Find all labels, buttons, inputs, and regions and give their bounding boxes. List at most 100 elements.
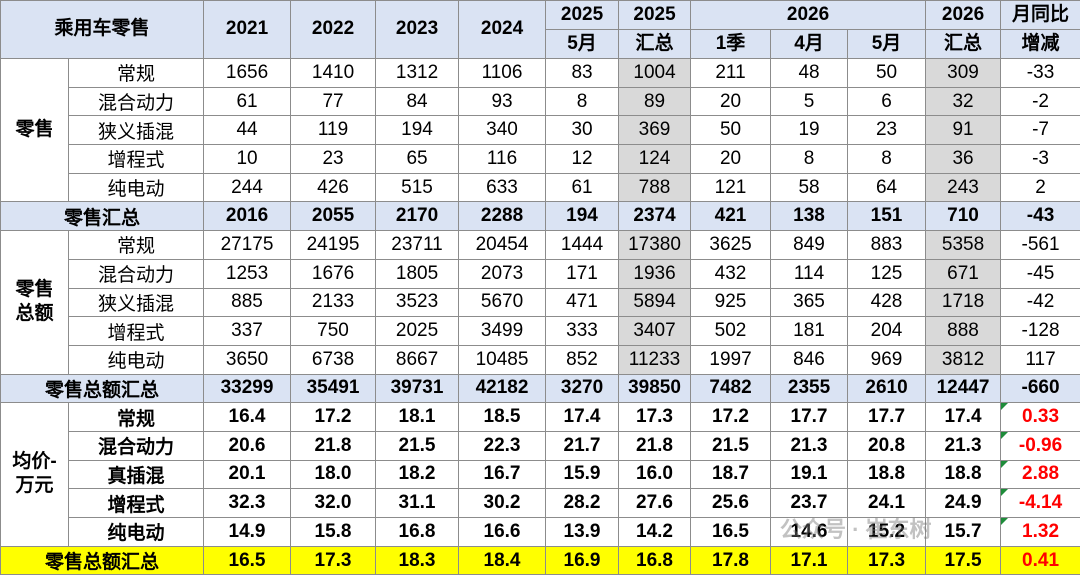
cell: 3499 bbox=[458, 316, 547, 346]
cell: 2133 bbox=[290, 287, 377, 318]
row-label: 真插混 bbox=[67, 459, 205, 490]
cell: 114 bbox=[770, 258, 849, 289]
cell: 1.32 bbox=[1000, 517, 1080, 547]
total-cell: 194 bbox=[545, 201, 620, 232]
cell: 16.6 bbox=[458, 517, 547, 547]
cell: 13.9 bbox=[545, 517, 620, 547]
total-cell: 39731 bbox=[375, 373, 460, 404]
cell: 21.3 bbox=[925, 430, 1002, 461]
cell: 83 bbox=[545, 58, 620, 88]
group-label-text: 零售总额 bbox=[15, 278, 54, 325]
total-cell: 16.9 bbox=[545, 545, 620, 575]
cell: 337 bbox=[203, 316, 292, 346]
cell: 36 bbox=[925, 144, 1002, 174]
cell: 1656 bbox=[203, 58, 292, 88]
header-row: 5月 汇总 1季 4月 5月 汇总 增减 bbox=[1, 29, 1080, 59]
data-row: 增程式 32.3 32.0 31.1 30.2 28.2 27.6 25.6 23.7 24.1 2… bbox=[1, 488, 1080, 518]
cell: 24195 bbox=[290, 230, 377, 260]
cell: 8 bbox=[770, 144, 849, 174]
cell: 244 bbox=[203, 172, 292, 203]
cell: 515 bbox=[375, 172, 460, 203]
cell: 50 bbox=[847, 58, 927, 88]
data-row: 增程式 337 750 2025 3499 333 3407 502 181 204 888 -128 bbox=[1, 316, 1080, 346]
row-label: 增程式 bbox=[67, 316, 205, 346]
total-cell: 3270 bbox=[545, 373, 620, 404]
cell: 1936 bbox=[618, 258, 692, 289]
cell: 18.0 bbox=[290, 459, 377, 490]
group-label: 零售总额 bbox=[0, 230, 69, 375]
group-label-text: 零售 bbox=[15, 118, 54, 140]
cell: -3 bbox=[1000, 144, 1080, 174]
cell: 20.1 bbox=[203, 459, 292, 490]
cell: -0.96 bbox=[1000, 430, 1080, 461]
cell: 65 bbox=[375, 144, 460, 174]
cell: 32.3 bbox=[203, 488, 292, 518]
cell: 17.4 bbox=[545, 402, 620, 432]
cell: 15.7 bbox=[925, 517, 1002, 547]
cell: 28.2 bbox=[545, 488, 620, 518]
cell: 14.2 bbox=[618, 517, 692, 547]
total-cell: -43 bbox=[1000, 201, 1080, 232]
cell: 10 bbox=[203, 144, 292, 174]
cell: 17380 bbox=[618, 230, 692, 260]
cell: 849 bbox=[770, 230, 849, 260]
cell: 171 bbox=[545, 258, 620, 289]
cell: 116 bbox=[458, 144, 547, 174]
total-cell: 0.41 bbox=[1000, 545, 1080, 575]
total-label: 零售汇总 bbox=[0, 201, 205, 232]
total-cell: 2374 bbox=[618, 201, 692, 232]
cell: 21.7 bbox=[545, 430, 620, 461]
header-period: 月同比 bbox=[1000, 0, 1080, 30]
row-label: 混合动力 bbox=[67, 86, 205, 117]
cell: 30.2 bbox=[458, 488, 547, 518]
cell: 883 bbox=[847, 230, 927, 260]
header-subperiod: 5月 bbox=[545, 29, 620, 59]
cell: 8 bbox=[545, 86, 620, 117]
cell: 181 bbox=[770, 316, 849, 346]
cell: 471 bbox=[545, 287, 620, 318]
cell: 16.5 bbox=[690, 517, 772, 547]
header-subperiod: 增减 bbox=[1000, 29, 1080, 59]
row-label: 常规 bbox=[67, 230, 205, 260]
cell: 21.3 bbox=[770, 430, 849, 461]
header-subperiod: 汇总 bbox=[925, 29, 1002, 59]
cell: 25.6 bbox=[690, 488, 772, 518]
cell: 17.7 bbox=[847, 402, 927, 432]
cell: 12 bbox=[545, 144, 620, 174]
header-period: 2026 bbox=[925, 0, 1002, 30]
row-label: 纯电动 bbox=[67, 172, 205, 203]
header-period: 2026 bbox=[690, 0, 927, 30]
cell: 89 bbox=[618, 86, 692, 117]
cell: 671 bbox=[925, 258, 1002, 289]
cell: 93 bbox=[458, 86, 547, 117]
cell: 31.1 bbox=[375, 488, 460, 518]
cell: 10485 bbox=[458, 344, 547, 375]
cell: 369 bbox=[618, 115, 692, 146]
cell: 633 bbox=[458, 172, 547, 203]
cell: 15.8 bbox=[290, 517, 377, 547]
total-cell: 35491 bbox=[290, 373, 377, 404]
cell: 432 bbox=[690, 258, 772, 289]
cell: 21.5 bbox=[690, 430, 772, 461]
total-cell: 138 bbox=[770, 201, 849, 232]
data-row: 均价-万元 常规 16.4 17.2 18.1 18.5 17.4 17.3 17.2 17.7 1… bbox=[0, 402, 1080, 547]
total-cell: 2055 bbox=[290, 201, 377, 232]
cell: 5670 bbox=[458, 287, 547, 318]
cell: 125 bbox=[847, 258, 927, 289]
cell: 340 bbox=[458, 115, 547, 146]
cell: 194 bbox=[375, 115, 460, 146]
cell: 885 bbox=[203, 287, 292, 318]
cell: 14.9 bbox=[203, 517, 292, 547]
cell: 1312 bbox=[375, 58, 460, 88]
cell: 58 bbox=[770, 172, 849, 203]
header-subperiod: 汇总 bbox=[618, 29, 692, 59]
cell: 243 bbox=[925, 172, 1002, 203]
total-row: 零售总额汇总 33299 35491 39731 42182 3270 39850 7482 2… bbox=[0, 373, 1080, 404]
cell: 15.9 bbox=[545, 459, 620, 490]
total-cell: 2355 bbox=[770, 373, 849, 404]
table-body: 零售 常规 1656 1410 1312 1106 83 1004 211 48 50 309 -33 混… bbox=[0, 57, 1080, 575]
header-subperiod: 5月 bbox=[847, 29, 927, 59]
cell: 19 bbox=[770, 115, 849, 146]
cell: 3812 bbox=[925, 344, 1002, 375]
cell: 333 bbox=[545, 316, 620, 346]
